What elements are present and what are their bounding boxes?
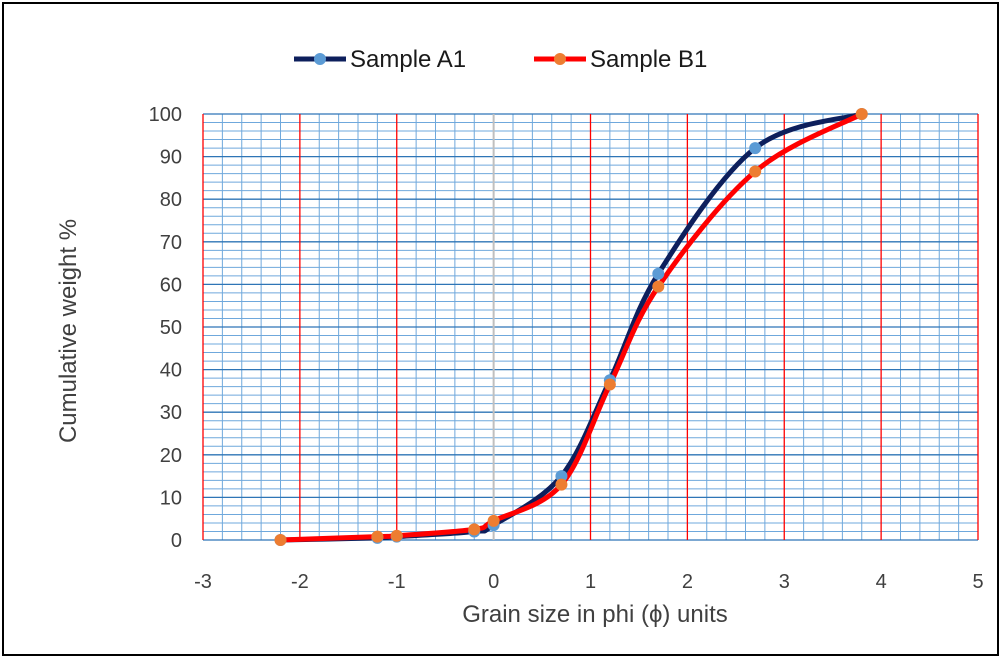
- legend-marker-sample-b1: [554, 53, 566, 65]
- y-tick-label: 100: [149, 104, 182, 126]
- y-tick-label: 80: [160, 189, 182, 211]
- legend-marker-sample-a1: [314, 53, 326, 65]
- data-point-sample-a1: [555, 470, 568, 483]
- legend: Sample A1 Sample B1: [294, 46, 707, 73]
- data-point-sample-b1: [555, 478, 568, 491]
- y-tick-label: 20: [160, 445, 182, 467]
- x-tick-label: -1: [388, 571, 406, 593]
- x-tick-label: 1: [585, 571, 596, 593]
- series-markers: [274, 108, 868, 546]
- x-tick-label: -2: [291, 571, 309, 593]
- data-point-sample-b1: [371, 530, 384, 543]
- y-tick-label: 0: [171, 530, 182, 552]
- y-tick-label: 30: [160, 402, 182, 424]
- y-axis-title: Cumulative weight %: [55, 219, 82, 443]
- x-tick-label: 4: [876, 571, 887, 593]
- data-point-sample-a1: [652, 267, 665, 280]
- data-point-sample-b1: [487, 514, 500, 527]
- data-point-sample-b1: [749, 165, 762, 178]
- legend-label-sample-a1: Sample A1: [350, 46, 466, 73]
- data-point-sample-a1: [749, 142, 762, 155]
- x-tick-label: -3: [194, 571, 212, 593]
- y-tick-label: 10: [160, 487, 182, 509]
- x-tick-label: 0: [488, 571, 499, 593]
- x-tick-label: 5: [972, 571, 983, 593]
- data-point-sample-b1: [652, 280, 665, 293]
- legend-label-sample-b1: Sample B1: [590, 46, 707, 73]
- x-axis-title: Grain size in phi (ϕ) units: [462, 601, 728, 628]
- y-tick-label: 60: [160, 274, 182, 296]
- data-point-sample-b1: [274, 534, 287, 546]
- x-tick-label: 2: [682, 571, 693, 593]
- data-point-sample-b1: [468, 523, 481, 536]
- data-point-sample-b1: [603, 378, 616, 391]
- data-point-sample-b1: [390, 529, 403, 542]
- data-point-sample-b1: [855, 108, 868, 120]
- y-tick-label: 70: [160, 232, 182, 254]
- major-gridlines: [202, 113, 979, 541]
- y-tick-label: 90: [160, 147, 182, 169]
- y-tick-label: 50: [160, 317, 182, 339]
- y-tick-label: 40: [160, 360, 182, 382]
- x-tick-label: 3: [779, 571, 790, 593]
